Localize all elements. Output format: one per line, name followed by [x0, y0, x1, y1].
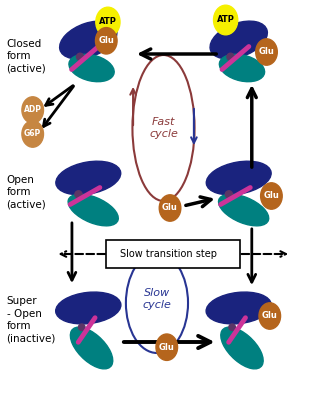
Circle shape [214, 5, 238, 35]
Text: Fast
cycle: Fast cycle [149, 117, 178, 139]
Ellipse shape [69, 54, 114, 82]
Ellipse shape [227, 53, 234, 60]
Ellipse shape [206, 292, 271, 324]
Text: G6P: G6P [24, 130, 41, 138]
Circle shape [256, 39, 277, 65]
Circle shape [259, 303, 281, 329]
Circle shape [96, 7, 120, 37]
Text: Open
form
(active): Open form (active) [7, 174, 46, 210]
Text: Glu: Glu [159, 343, 175, 352]
Ellipse shape [210, 21, 267, 59]
Text: Slow
cycle: Slow cycle [143, 288, 171, 310]
Circle shape [156, 334, 178, 360]
Circle shape [261, 183, 282, 209]
Text: Closed
form
(active): Closed form (active) [7, 39, 46, 73]
Ellipse shape [68, 194, 118, 226]
Text: Glu: Glu [262, 312, 278, 320]
Ellipse shape [78, 324, 85, 330]
FancyBboxPatch shape [106, 240, 240, 268]
Ellipse shape [70, 327, 113, 369]
Circle shape [159, 195, 181, 221]
Ellipse shape [229, 324, 235, 330]
Ellipse shape [219, 54, 265, 82]
Ellipse shape [77, 53, 84, 60]
Text: Glu: Glu [259, 48, 274, 56]
Ellipse shape [56, 161, 121, 195]
Text: Glu: Glu [98, 36, 114, 45]
Circle shape [22, 97, 43, 123]
Ellipse shape [60, 21, 117, 59]
Ellipse shape [75, 191, 82, 198]
Text: Super
- Open
form
(inactive): Super - Open form (inactive) [7, 296, 56, 344]
Ellipse shape [221, 327, 263, 369]
Text: ATP: ATP [99, 18, 117, 26]
Circle shape [95, 28, 117, 54]
Ellipse shape [56, 292, 121, 324]
Text: ADP: ADP [24, 106, 42, 114]
Text: Glu: Glu [264, 192, 279, 200]
Text: Glu: Glu [162, 204, 178, 212]
Text: ATP: ATP [217, 16, 234, 24]
Ellipse shape [225, 191, 232, 198]
Ellipse shape [206, 161, 271, 195]
Ellipse shape [218, 194, 269, 226]
Circle shape [22, 121, 43, 147]
Text: Slow transition step: Slow transition step [120, 249, 217, 259]
